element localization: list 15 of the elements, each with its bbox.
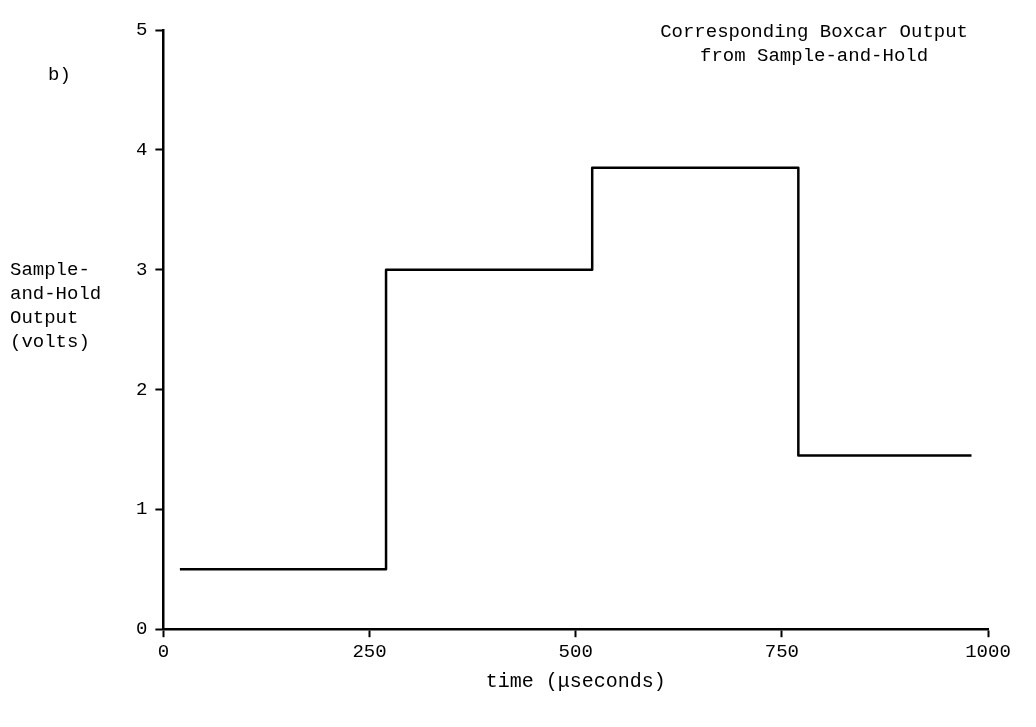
y-tick-label: 5 <box>136 19 148 42</box>
x-tick-label: 750 <box>764 640 799 663</box>
y-tick-label: 2 <box>136 378 148 401</box>
text: b) <box>48 63 71 87</box>
y-tick-label: 4 <box>136 138 148 161</box>
x-tick-label: 1000 <box>965 640 1011 663</box>
y-axis-title: Sample- and-Hold Output (volts) <box>10 258 102 354</box>
x-tick-label: 500 <box>558 640 593 663</box>
chart-title: Corresponding Boxcar Output from Sample-and-Hold <box>660 20 968 68</box>
x-axis-title: time (μseconds) <box>485 670 666 694</box>
y-tick-label: 3 <box>136 258 148 281</box>
y-tick-label: 0 <box>136 618 148 641</box>
x-tick-label: 250 <box>352 640 387 663</box>
y-tick-label: 1 <box>136 498 148 521</box>
x-tick-label: 0 <box>157 640 170 663</box>
